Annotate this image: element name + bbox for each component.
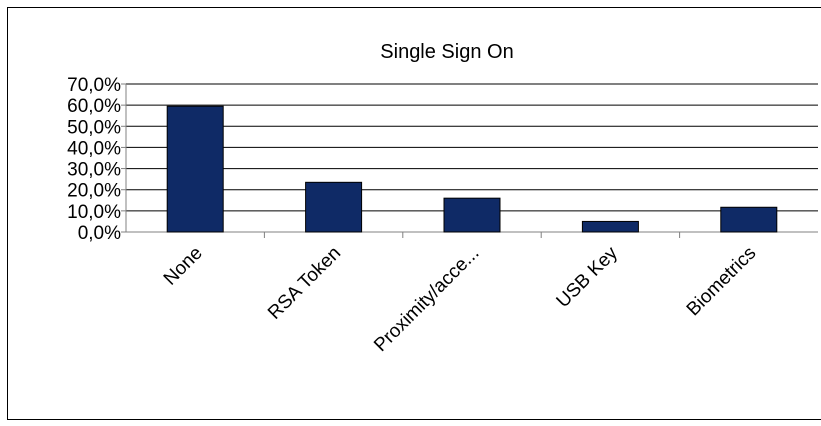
bar-none [166, 105, 224, 233]
bars [166, 105, 778, 233]
y-tick-label: 20,0% [67, 181, 121, 202]
bar-usb-key [581, 220, 639, 233]
x-tick-labels: None RSA Token Proximity/acce... USB Key Bio… [160, 242, 761, 356]
x-tick-label: None [160, 243, 207, 290]
gridlines [126, 83, 818, 212]
bar-proximity-acce [443, 197, 501, 233]
chart-title: Single Sign On [380, 41, 513, 63]
y-tick-label: 60,0% [67, 96, 121, 117]
x-tick-label: Proximity/acce... [370, 243, 483, 356]
y-tick-label: 40,0% [67, 138, 121, 159]
x-tick-label: Biometrics [683, 243, 761, 321]
bar-biometrics [720, 206, 778, 233]
bar-chart: Single Sign On 0,0%10,0%20,0%30,0%40,0%5… [67, 41, 818, 356]
x-tick-label: RSA Token [264, 243, 345, 324]
y-tick-label: 70,0% [67, 75, 121, 96]
y-tick-label: 10,0% [67, 202, 121, 223]
chart-frame: Single Sign On 0,0% 10,0% 20,0% 30,0% 40,0% 5… [7, 7, 821, 420]
bar-rsa-token [305, 181, 363, 233]
y-tick-label: 0,0% [78, 223, 121, 244]
y-tick-label: 50,0% [67, 117, 121, 138]
x-tick-label: USB Key [553, 242, 623, 312]
y-tick-label: 30,0% [67, 160, 121, 181]
y-tick-labels: 0,0%10,0%20,0%30,0%40,0%50,0%60,0%70,0% [67, 75, 121, 244]
